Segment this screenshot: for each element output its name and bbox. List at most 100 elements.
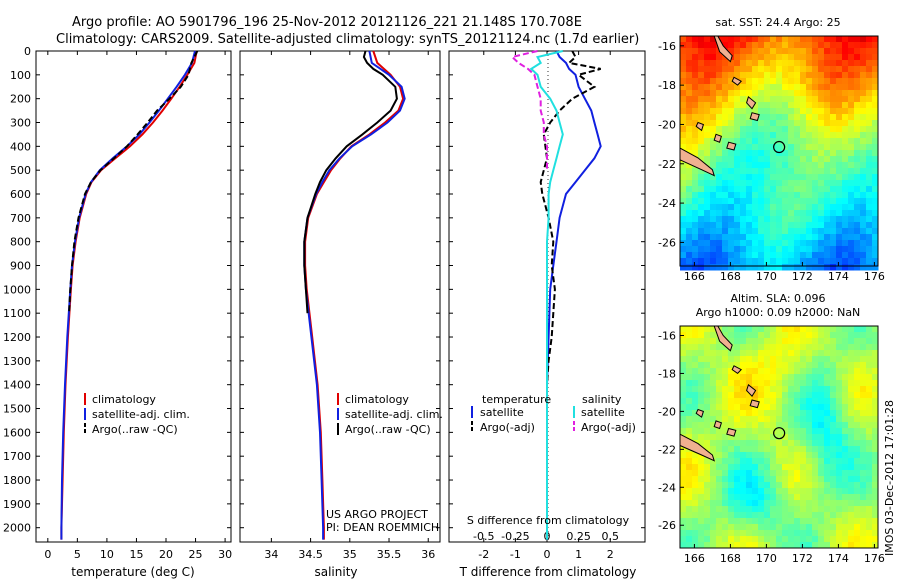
map-cell [830, 72, 837, 79]
s-difference-tick-label: 0.5 [601, 530, 619, 543]
map-cell [818, 458, 825, 465]
map-cell [770, 264, 777, 271]
map-cell [818, 410, 825, 417]
map-cell [866, 198, 873, 205]
map-cell [716, 512, 723, 519]
map-cell [842, 392, 849, 399]
map-cell [812, 48, 819, 55]
map-cell [770, 518, 777, 525]
map-cell [686, 60, 693, 67]
map-cell [722, 168, 729, 175]
map-cell [698, 168, 705, 175]
map-cell [740, 126, 747, 133]
lat-tick-label: -22 [658, 443, 676, 456]
map-cell [794, 42, 801, 49]
map-cell [698, 216, 705, 223]
map-cell [680, 386, 687, 393]
map-cell [824, 210, 831, 217]
map-cell [794, 494, 801, 501]
map-cell [728, 524, 735, 531]
map-cell [848, 380, 855, 387]
map-cell [824, 252, 831, 259]
legend-label-s-argo: Argo(-adj) [581, 421, 636, 434]
map-cell [758, 192, 765, 199]
map-cell [764, 66, 771, 73]
map-cell [788, 536, 795, 543]
map-cell [680, 368, 687, 375]
map-cell [872, 422, 879, 429]
map-cell [722, 114, 729, 121]
map-cell [686, 222, 693, 229]
map-cell [740, 60, 747, 67]
map-cell [776, 162, 783, 169]
map-cell [716, 162, 723, 169]
map-cell [728, 404, 735, 411]
map-cell [818, 362, 825, 369]
map-cell [710, 518, 717, 525]
map-cell [872, 458, 879, 465]
map-cell [716, 440, 723, 447]
map-cell [788, 246, 795, 253]
map-cell [788, 452, 795, 459]
map-cell [746, 356, 753, 363]
map-cell [800, 126, 807, 133]
credit-pi: PI: DEAN ROEMMICH [326, 521, 439, 534]
map-cell [800, 494, 807, 501]
map-cell [824, 488, 831, 495]
map-cell [752, 338, 759, 345]
map-cell [746, 192, 753, 199]
map-cell [830, 36, 837, 43]
map-cell [770, 60, 777, 67]
map-cell [848, 174, 855, 181]
map-cell [836, 36, 843, 43]
map-cell [812, 398, 819, 405]
map-cell [794, 48, 801, 55]
map-cell [806, 108, 813, 115]
map-cell [686, 186, 693, 193]
map-cell [854, 216, 861, 223]
map-cell [686, 54, 693, 61]
map-cell [758, 488, 765, 495]
depth-tick-label: 100 [10, 69, 31, 82]
map-cell [848, 542, 855, 549]
map-cell [698, 186, 705, 193]
map-cell [842, 380, 849, 387]
map-cell [872, 192, 879, 199]
map-cell [800, 434, 807, 441]
map-cell [728, 126, 735, 133]
map-cell [752, 240, 759, 247]
map-cell [752, 264, 759, 271]
map-cell [698, 174, 705, 181]
map-cell [752, 162, 759, 169]
map-cell [866, 42, 873, 49]
difference-series-s-satellite [529, 50, 564, 540]
map-cell [704, 258, 711, 265]
map-cell [848, 398, 855, 405]
map-cell [806, 344, 813, 351]
map-cell [812, 96, 819, 103]
map-cell [704, 386, 711, 393]
map-cell [872, 264, 879, 271]
map-cell [800, 252, 807, 259]
map-cell [686, 168, 693, 175]
map-cell [740, 150, 747, 157]
map-cell [842, 204, 849, 211]
map-cell [680, 374, 687, 381]
map-cell [872, 488, 879, 495]
map-cell [740, 132, 747, 139]
map-cell [692, 96, 699, 103]
map-cell [740, 470, 747, 477]
map-cell [800, 446, 807, 453]
map-cell [842, 482, 849, 489]
map-cell [716, 404, 723, 411]
map-cell [704, 120, 711, 127]
map-cell [734, 470, 741, 477]
map-cell [824, 368, 831, 375]
map-cell [860, 440, 867, 447]
map-cell [710, 204, 717, 211]
map-cell [818, 494, 825, 501]
map-cell [806, 464, 813, 471]
map-cell [836, 180, 843, 187]
map-cell [704, 108, 711, 115]
map-cell [764, 78, 771, 85]
